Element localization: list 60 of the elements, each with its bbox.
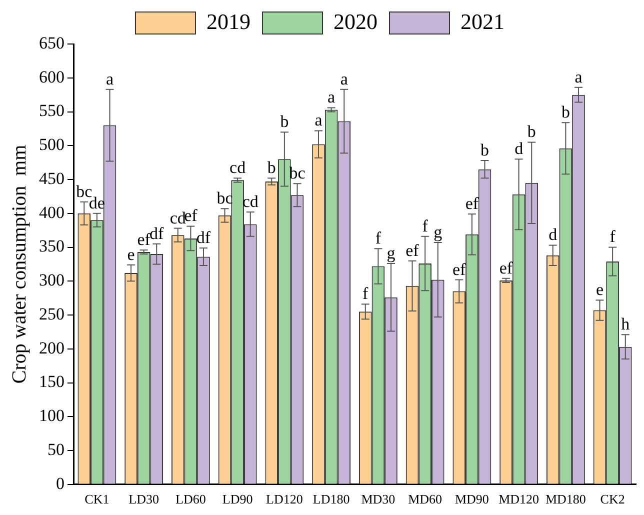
- y-tick-label: 350: [39, 236, 64, 256]
- x-tick-label: CK2: [600, 492, 625, 507]
- data-label: d: [548, 225, 558, 244]
- data-label: g: [434, 222, 443, 242]
- legend-label: 2021: [460, 8, 504, 34]
- data-label: b: [561, 102, 570, 122]
- data-label: b: [280, 112, 289, 132]
- data-label: df: [150, 224, 164, 243]
- data-label: g: [386, 243, 396, 262]
- data-label: h: [621, 314, 630, 334]
- data-label: a: [328, 88, 336, 107]
- data-label: b: [480, 140, 489, 160]
- x-tick-label: MD120: [498, 492, 540, 507]
- data-label: f: [375, 228, 382, 248]
- x-tick-label: MD30: [361, 492, 396, 507]
- legend-label: 2019: [206, 8, 250, 34]
- data-label: df: [196, 228, 211, 247]
- data-label: b: [527, 122, 536, 142]
- y-tick-label: 600: [39, 67, 64, 86]
- data-label: bc: [76, 182, 93, 201]
- data-label: ef: [499, 258, 513, 278]
- y-tick-label: 100: [39, 406, 64, 426]
- data-label: e: [127, 244, 135, 264]
- data-label: ef: [465, 194, 479, 214]
- x-tick-label: LD60: [176, 492, 206, 507]
- data-label: e: [596, 280, 604, 300]
- data-label: cd: [170, 208, 186, 228]
- data-label: d: [514, 139, 524, 158]
- data-label: a: [106, 69, 114, 88]
- x-tick-label: MD90: [454, 492, 489, 507]
- data-label: f: [422, 216, 428, 236]
- y-axis-title: Crop water consumption mm: [8, 144, 30, 384]
- data-label: a: [340, 69, 348, 88]
- data-label: a: [574, 67, 583, 86]
- y-tick-label: 550: [39, 101, 64, 120]
- data-label: f: [362, 284, 369, 304]
- y-tick-label: 500: [39, 135, 64, 154]
- data-label: ef: [406, 240, 420, 260]
- x-tick-label: LD30: [128, 492, 159, 507]
- y-tick-label: 200: [39, 338, 64, 358]
- y-tick-label: 400: [39, 202, 64, 222]
- y-tick-label: 150: [39, 372, 64, 392]
- y-tick-label: 0: [56, 474, 64, 493]
- data-label: ef: [137, 230, 151, 249]
- x-tick-label: LD120: [266, 492, 303, 507]
- data-label: a: [314, 110, 323, 130]
- y-tick-label: 450: [39, 168, 64, 188]
- x-tick-label: MD180: [545, 492, 586, 507]
- x-tick-label: CK1: [84, 492, 110, 507]
- x-tick-label: LD180: [312, 492, 350, 507]
- y-tick-label: 300: [39, 270, 64, 290]
- legend-label: 2020: [334, 8, 378, 34]
- x-tick-label: MD60: [408, 492, 442, 507]
- data-label: cd: [230, 158, 246, 178]
- data-label: b: [267, 158, 276, 178]
- y-tick-label: 250: [39, 304, 64, 324]
- data-label: f: [610, 227, 616, 246]
- y-tick-label: 650: [39, 33, 64, 52]
- y-tick-label: 50: [48, 440, 64, 459]
- x-tick-label: LD90: [222, 492, 253, 507]
